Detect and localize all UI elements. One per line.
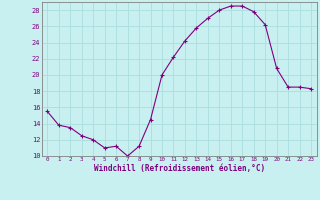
X-axis label: Windchill (Refroidissement éolien,°C): Windchill (Refroidissement éolien,°C) — [94, 164, 265, 173]
